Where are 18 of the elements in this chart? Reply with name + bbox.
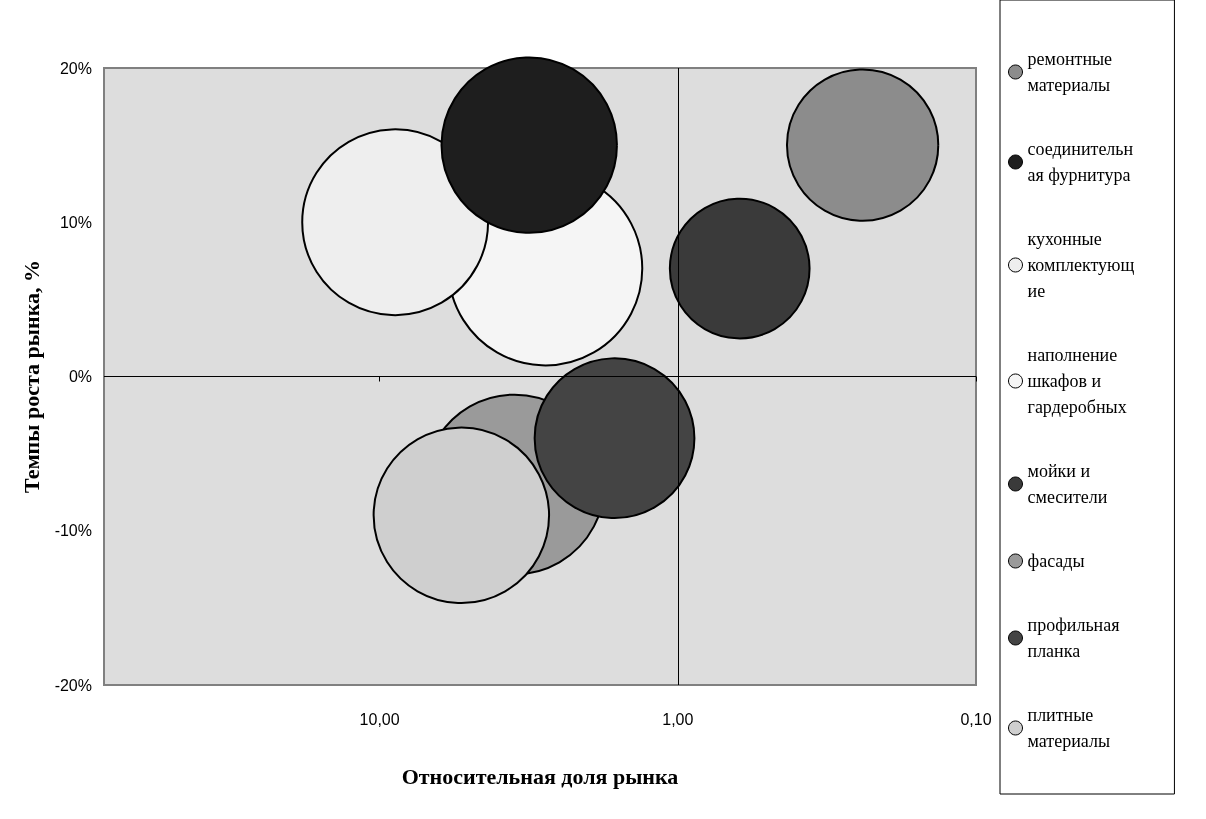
legend-label: кухонные комплектующие xyxy=(1027,229,1135,301)
y-tick-label: 10% xyxy=(59,213,92,231)
y-axis-title: Темпы роста рынка, % xyxy=(18,260,44,493)
x-tick-label: 1,00 xyxy=(662,710,694,728)
x-tick-label: 10,00 xyxy=(359,710,400,728)
legend-label: фасады xyxy=(1027,551,1085,571)
legend-label: профильная планка xyxy=(1027,615,1120,661)
y-tick-label: 0% xyxy=(68,368,92,385)
y-tick-label: -10% xyxy=(54,522,92,540)
y-tick-label: 20% xyxy=(59,59,92,77)
legend-label: наполнение шкафов и гардеробных xyxy=(1027,345,1127,417)
legend-label: мойки и смесители xyxy=(1027,461,1108,507)
legend-label: соединительная фурнитура xyxy=(1027,139,1134,185)
y-tick-label: -20% xyxy=(54,676,92,694)
x-axis-title: Относительная доля рынка xyxy=(401,763,679,789)
legend-label: плитные материалы xyxy=(1027,705,1111,751)
legend-label: ремонтные материалы xyxy=(1027,49,1113,95)
x-tick-label: 0,10 xyxy=(960,710,992,728)
